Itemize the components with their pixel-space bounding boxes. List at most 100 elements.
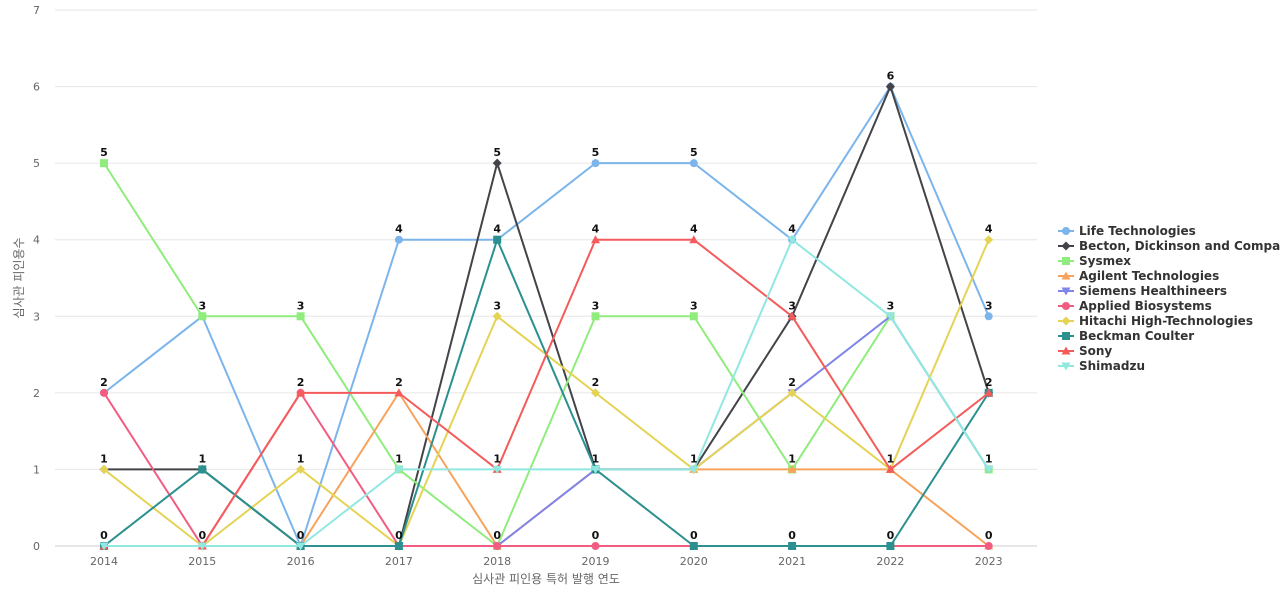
data-point[interactable] xyxy=(394,388,404,397)
data-label: 2 xyxy=(788,376,796,389)
data-point[interactable] xyxy=(787,388,797,398)
data-point[interactable] xyxy=(197,542,207,551)
data-label: 5 xyxy=(100,146,108,159)
data-label: 2 xyxy=(592,376,600,389)
data-point[interactable] xyxy=(788,542,797,550)
data-point[interactable] xyxy=(984,312,993,321)
legend-item[interactable]: Hitachi High-Technologies xyxy=(1058,313,1280,328)
data-point[interactable] xyxy=(492,465,502,474)
x-tick-label: 2017 xyxy=(385,555,413,568)
data-point[interactable] xyxy=(689,465,699,474)
data-point[interactable] xyxy=(492,158,502,168)
legend-label: Sony xyxy=(1079,343,1113,358)
legend-marker-icon xyxy=(1061,241,1071,250)
data-point[interactable] xyxy=(394,465,404,474)
data-label: 5 xyxy=(592,146,600,159)
legend-marker-icon xyxy=(1061,271,1071,279)
legend-marker-icon xyxy=(1061,346,1071,354)
data-point[interactable] xyxy=(984,542,993,550)
data-point[interactable] xyxy=(394,235,403,244)
x-tick-label: 2022 xyxy=(876,555,904,568)
legend-item[interactable]: Sony xyxy=(1058,343,1280,358)
data-point[interactable] xyxy=(591,388,600,398)
data-point[interactable] xyxy=(492,311,502,321)
data-point[interactable] xyxy=(99,464,109,474)
data-label: 3 xyxy=(297,299,305,312)
data-point[interactable] xyxy=(493,542,502,550)
legend-item[interactable]: Life Technologies xyxy=(1058,223,1280,238)
legend-marker-icon xyxy=(1062,256,1070,265)
data-label: 0 xyxy=(592,529,600,542)
data-point[interactable] xyxy=(198,312,207,321)
y-tick-label: 7 xyxy=(33,4,40,17)
data-label: 2 xyxy=(395,376,403,389)
data-point[interactable] xyxy=(885,312,895,321)
data-point[interactable] xyxy=(198,465,207,474)
data-label: 1 xyxy=(100,452,108,465)
data-point[interactable] xyxy=(885,464,895,473)
legend-symbol-icon xyxy=(1058,301,1074,310)
data-point[interactable] xyxy=(689,542,698,550)
data-label: 4 xyxy=(592,223,600,236)
legend-label: Beckman Coulter xyxy=(1079,328,1195,343)
data-label: 3 xyxy=(788,299,796,312)
x-tick-label: 2014 xyxy=(90,555,118,568)
legend-item[interactable]: Becton, Dickinson and Compa... xyxy=(1058,238,1280,253)
y-axis-title: 심사관 피인용수 xyxy=(12,237,26,318)
data-point[interactable] xyxy=(296,542,306,551)
data-label: 1 xyxy=(395,452,403,465)
data-point[interactable] xyxy=(689,159,698,168)
legend-label: Shimadzu xyxy=(1079,358,1146,373)
legend-item[interactable]: Sysmex xyxy=(1058,253,1280,268)
y-tick-label: 4 xyxy=(33,234,40,247)
legend-label: Agilent Technologies xyxy=(1079,268,1220,283)
data-point[interactable] xyxy=(787,236,797,245)
data-point[interactable] xyxy=(689,235,699,244)
data-point[interactable] xyxy=(493,235,502,244)
data-label: 2 xyxy=(985,376,993,389)
legend-marker-icon xyxy=(1061,362,1071,370)
x-tick-label: 2023 xyxy=(975,555,1003,568)
data-point[interactable] xyxy=(591,465,600,474)
data-point[interactable] xyxy=(984,388,994,397)
data-point[interactable] xyxy=(984,235,994,245)
data-point[interactable] xyxy=(591,159,600,168)
x-tick-label: 2021 xyxy=(778,555,806,568)
series-line xyxy=(104,238,990,547)
legend-marker-icon xyxy=(1062,226,1070,235)
data-label: 1 xyxy=(690,452,698,465)
data-label: 0 xyxy=(395,529,403,542)
y-tick-label: 2 xyxy=(33,387,40,400)
data-point[interactable] xyxy=(99,542,109,551)
legend-symbol-icon xyxy=(1058,241,1074,250)
legend-item[interactable]: Agilent Technologies xyxy=(1058,268,1280,283)
data-point[interactable] xyxy=(100,388,108,397)
x-tick-label: 2020 xyxy=(680,555,708,568)
data-point[interactable] xyxy=(296,464,306,474)
data-point[interactable] xyxy=(984,465,994,474)
legend-marker-icon xyxy=(1061,287,1071,295)
data-label: 1 xyxy=(887,452,895,465)
data-point[interactable] xyxy=(591,312,600,321)
y-tick-label: 0 xyxy=(33,540,40,553)
data-label: 5 xyxy=(690,146,698,159)
data-point[interactable] xyxy=(689,312,698,321)
data-point[interactable] xyxy=(787,311,797,320)
data-point[interactable] xyxy=(885,82,895,92)
data-point[interactable] xyxy=(787,464,797,473)
legend-symbol-icon xyxy=(1058,362,1074,370)
data-point[interactable] xyxy=(591,542,600,550)
data-labels: 5 2 1 0 3 1 0 3 2 1 0 4 2 1 0 5 4 3 1 0 5 4 3 2 1 0 5 4 3 1 0 4 3 2 1 0 6 3 1 0… xyxy=(100,70,993,542)
data-point[interactable] xyxy=(591,235,600,244)
data-point[interactable] xyxy=(886,542,895,550)
data-point[interactable] xyxy=(394,542,403,550)
x-tick-label: 2016 xyxy=(287,555,315,568)
data-point[interactable] xyxy=(100,159,108,168)
legend-label: Becton, Dickinson and Compa... xyxy=(1079,238,1280,253)
legend-item[interactable]: Beckman Coulter xyxy=(1058,328,1280,343)
legend-item[interactable]: Shimadzu xyxy=(1058,358,1280,373)
legend-item[interactable]: Applied Biosystems xyxy=(1058,298,1280,313)
data-point[interactable] xyxy=(296,388,306,397)
legend-item[interactable]: Siemens Healthineers xyxy=(1058,283,1280,298)
data-point[interactable] xyxy=(296,312,305,321)
